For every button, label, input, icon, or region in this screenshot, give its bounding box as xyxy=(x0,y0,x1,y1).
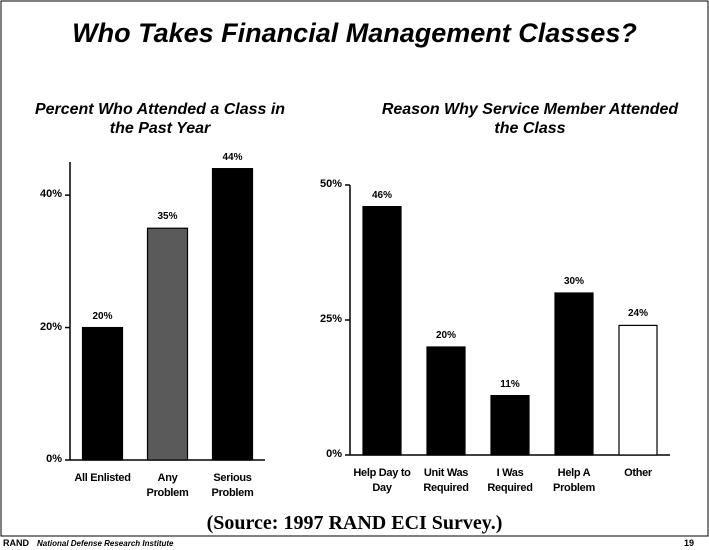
value-label: 30% xyxy=(563,276,584,287)
value-label: 20% xyxy=(92,310,113,322)
y-tick-label: 20% xyxy=(39,320,62,333)
value-label: 24% xyxy=(627,308,648,320)
value-label: 44% xyxy=(222,151,243,163)
x-tick-label: I Was Required xyxy=(487,467,533,494)
page-number: 19 xyxy=(684,538,695,548)
y-tick-label: 40% xyxy=(39,188,62,201)
chart-title: Reason Why Service Member Attended the C… xyxy=(381,101,679,137)
x-tick-label: Help Day to Day xyxy=(353,467,411,494)
y-tick-label: 0% xyxy=(326,448,342,460)
bar xyxy=(554,292,594,456)
y-tick-label: 0% xyxy=(46,453,62,465)
x-tick-label: All Enlisted xyxy=(74,472,131,484)
value-label: 11% xyxy=(500,378,520,390)
bar xyxy=(426,346,466,456)
source-note: (Source: 1997 RAND ECI Survey.) xyxy=(206,512,503,534)
bar xyxy=(362,206,402,456)
slide-frame xyxy=(0,0,709,537)
y-tick-label: 50% xyxy=(319,178,342,190)
y-tick-label: 25% xyxy=(319,313,342,325)
bar xyxy=(81,326,124,461)
bar xyxy=(618,324,658,456)
bar xyxy=(490,395,530,456)
footer-org: RAND xyxy=(3,538,29,548)
footer-name: National Defense Research Institute xyxy=(37,539,174,548)
value-label: 20% xyxy=(435,330,456,341)
chart-title: Percent Who Attended a Class in the Past… xyxy=(34,101,286,137)
bar xyxy=(146,227,189,461)
x-tick-label: Any Problem xyxy=(146,472,189,499)
bar xyxy=(211,168,254,461)
value-label: 46% xyxy=(371,189,392,201)
x-tick-label: Help A Problem xyxy=(553,467,595,494)
x-tick-label: Serious Problem xyxy=(211,472,254,499)
value-label: 35% xyxy=(157,211,178,223)
x-tick-label: Other xyxy=(624,467,652,479)
x-tick-label: Unit Was Required xyxy=(423,467,469,494)
slide-title: Who Takes Financial Management Classes? xyxy=(72,18,637,48)
